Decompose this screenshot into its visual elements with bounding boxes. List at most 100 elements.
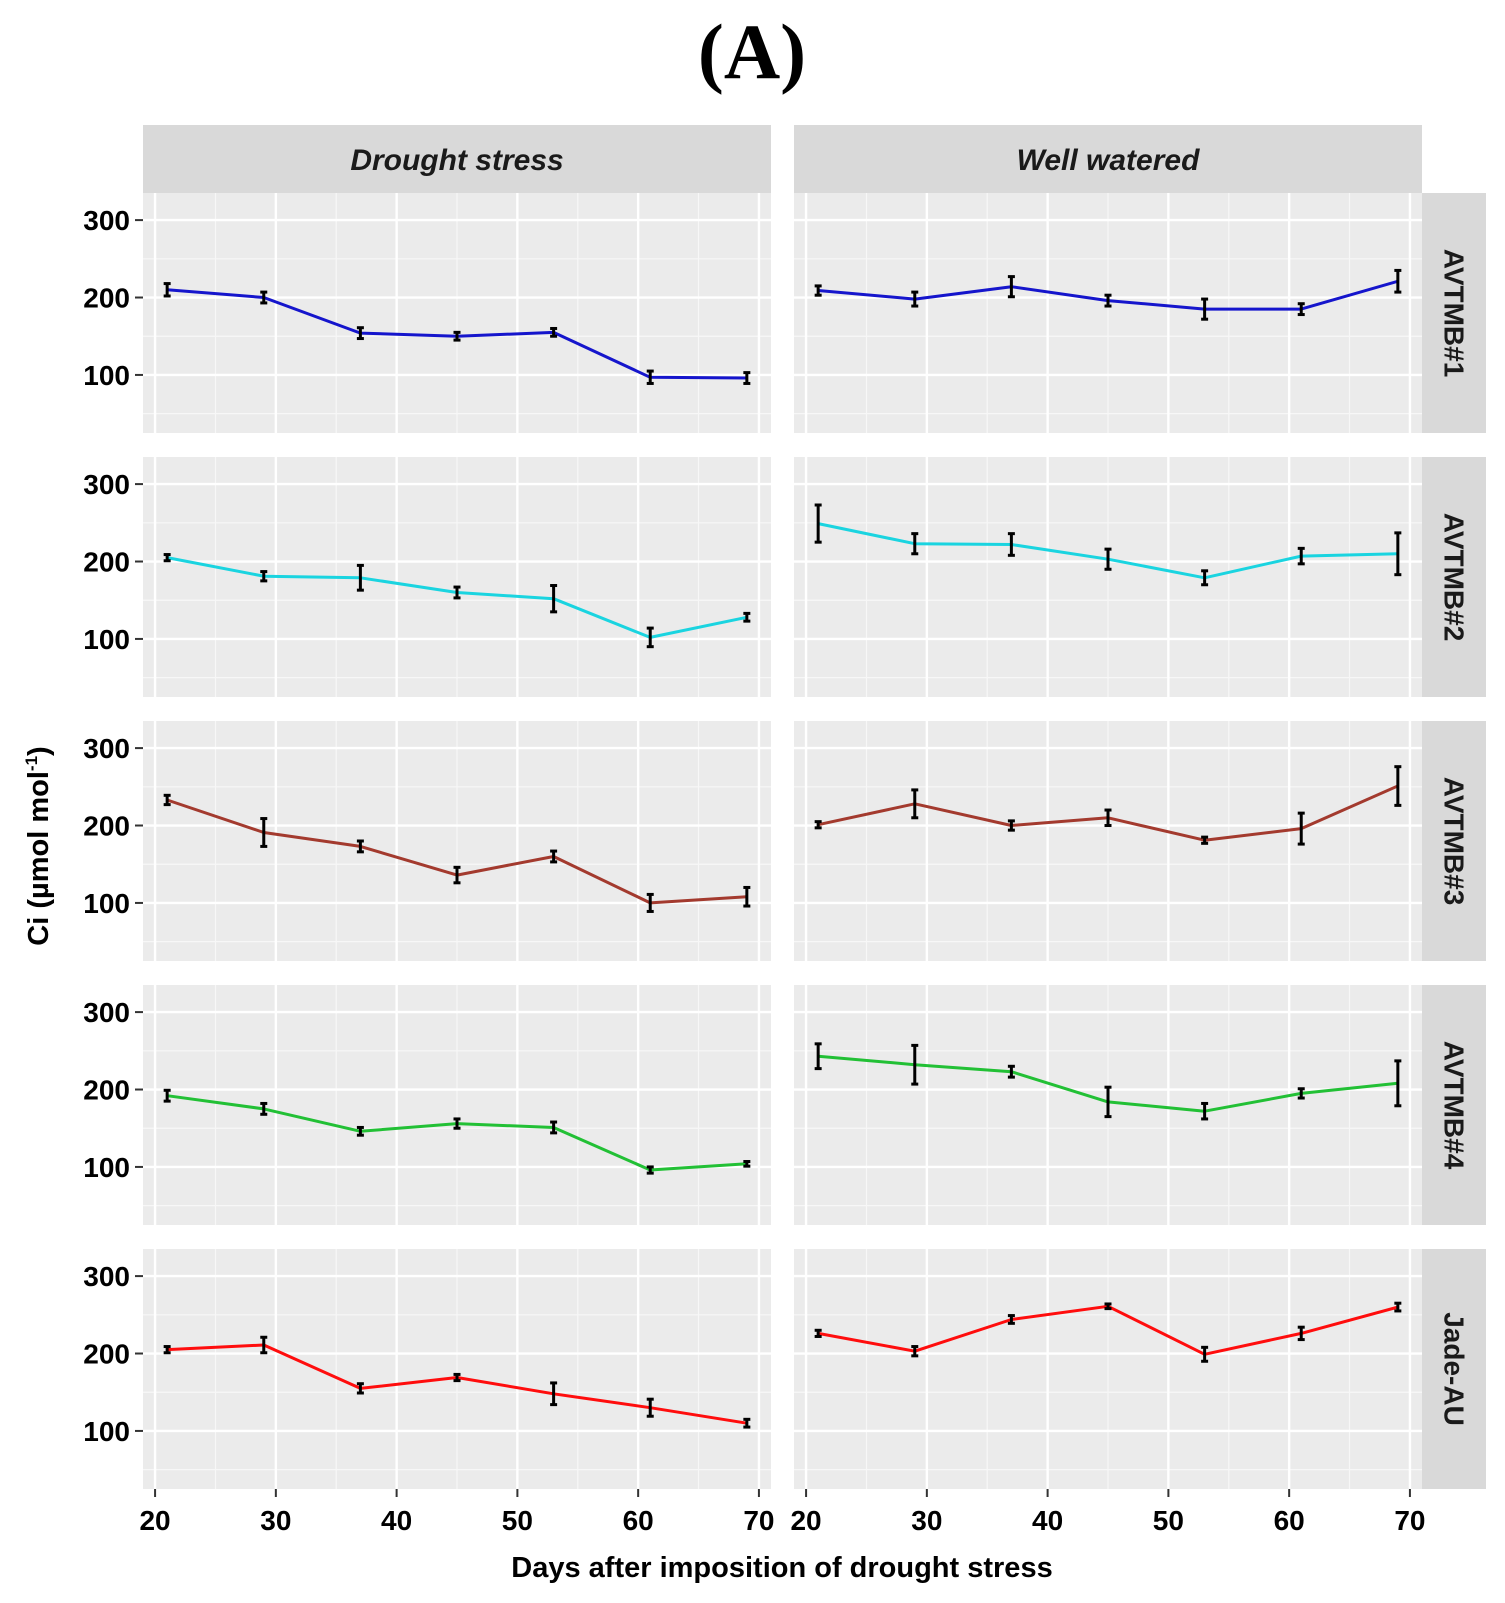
x-tick-label: 40 bbox=[1032, 1505, 1063, 1536]
x-axis-title: Days after imposition of drought stress bbox=[511, 1552, 1052, 1584]
row-label-avtmb-1: AVTMB#1 bbox=[1439, 249, 1470, 378]
error-bar bbox=[163, 1345, 171, 1355]
row-strip-avtmb-4 bbox=[1422, 985, 1486, 1225]
x-tick-label: 20 bbox=[139, 1505, 170, 1536]
error-bar bbox=[743, 1417, 751, 1429]
y-axis-title-main: Ci (µmol mol bbox=[23, 771, 55, 946]
error-bar bbox=[1104, 1085, 1112, 1119]
error-bar bbox=[1201, 569, 1209, 587]
x-tick-label: 30 bbox=[260, 1505, 291, 1536]
error-bar bbox=[646, 1165, 654, 1175]
error-bar bbox=[260, 570, 268, 583]
y-tick-label: 200 bbox=[83, 811, 130, 842]
x-tick-label: 60 bbox=[623, 1505, 654, 1536]
error-bar bbox=[646, 1397, 654, 1418]
error-bar bbox=[646, 892, 654, 913]
error-bar bbox=[1007, 819, 1015, 832]
x-tick-label: 20 bbox=[790, 1505, 821, 1536]
y-tick-label: 300 bbox=[83, 733, 130, 764]
y-tick-label: 300 bbox=[83, 205, 130, 236]
error-bar bbox=[453, 865, 461, 885]
row-label-avtmb-4: AVTMB#4 bbox=[1439, 1041, 1470, 1170]
x-tick-label: 30 bbox=[911, 1505, 942, 1536]
error-bar bbox=[163, 793, 171, 807]
error-bar bbox=[1201, 835, 1209, 845]
figure-panel-label: (A) bbox=[698, 8, 806, 95]
error-bar bbox=[743, 885, 751, 908]
facet-label-well-watered: Well watered bbox=[1017, 144, 1201, 177]
error-bar bbox=[260, 1101, 268, 1116]
error-bar bbox=[1007, 1314, 1015, 1325]
error-bar bbox=[911, 290, 919, 308]
error-bar bbox=[1297, 1087, 1305, 1100]
error-bar bbox=[743, 611, 751, 623]
error-bar bbox=[911, 1043, 919, 1086]
error-bar bbox=[1007, 532, 1015, 557]
error-bar bbox=[1007, 1064, 1015, 1079]
error-bar bbox=[1201, 1345, 1209, 1363]
error-bar bbox=[550, 849, 558, 864]
error-bar bbox=[163, 1088, 171, 1103]
y-tick-label: 200 bbox=[83, 547, 130, 578]
y-tick-label: 200 bbox=[83, 1339, 130, 1370]
x-tick-label: 70 bbox=[1394, 1505, 1425, 1536]
row-label-avtmb-2: AVTMB#2 bbox=[1439, 513, 1470, 642]
error-bar bbox=[1201, 297, 1209, 321]
error-bar bbox=[814, 503, 822, 544]
error-bar bbox=[814, 1042, 822, 1071]
row-strip-avtmb-1 bbox=[1422, 193, 1486, 433]
facet-strip-well-watered bbox=[794, 125, 1422, 193]
error-bar bbox=[1394, 1301, 1402, 1313]
plot-area: Drought stress Well watered AVTMB#1 100 200 3… bbox=[83, 125, 1486, 1536]
error-bar bbox=[1297, 811, 1305, 846]
error-bar bbox=[453, 1117, 461, 1130]
y-tick-label: 300 bbox=[83, 469, 130, 500]
error-bar bbox=[453, 330, 461, 342]
x-tick-label: 40 bbox=[381, 1505, 412, 1536]
x-tick-label: 70 bbox=[743, 1505, 774, 1536]
y-axis-title-superscript: -1 bbox=[22, 756, 41, 771]
error-bar bbox=[356, 839, 364, 854]
error-bar bbox=[1394, 268, 1402, 294]
error-bar bbox=[260, 817, 268, 848]
error-bar bbox=[356, 1125, 364, 1137]
error-bar bbox=[550, 584, 558, 614]
error-bar bbox=[1007, 275, 1015, 299]
row-label-jade-au: Jade-AU bbox=[1439, 1312, 1470, 1426]
error-bar bbox=[911, 532, 919, 556]
error-bar bbox=[646, 626, 654, 649]
y-axis-title-close: ) bbox=[23, 746, 55, 756]
error-bar bbox=[1394, 1059, 1402, 1108]
facet-label-drought-stress: Drought stress bbox=[350, 144, 563, 177]
y-tick-label: 100 bbox=[83, 624, 130, 655]
y-tick-label: 200 bbox=[83, 283, 130, 314]
y-tick-label: 100 bbox=[83, 360, 130, 391]
y-tick-label: 100 bbox=[83, 1416, 130, 1447]
error-bar bbox=[356, 326, 364, 341]
y-tick-label: 200 bbox=[83, 1075, 130, 1106]
error-bar bbox=[1297, 1325, 1305, 1342]
error-bar bbox=[1394, 765, 1402, 807]
error-bar bbox=[1104, 293, 1112, 308]
error-bar bbox=[1297, 302, 1305, 317]
x-tick-label: 50 bbox=[502, 1505, 533, 1536]
y-tick-label: 100 bbox=[83, 1152, 130, 1183]
facet-strip-drought-stress bbox=[143, 125, 771, 193]
row-strip-avtmb-2 bbox=[1422, 457, 1486, 697]
error-bar bbox=[550, 1381, 558, 1407]
error-bar bbox=[743, 371, 751, 385]
y-axis-title: Ci (µmol mol-1) bbox=[22, 746, 55, 945]
y-tick-label: 100 bbox=[83, 888, 130, 919]
x-tick-label: 50 bbox=[1153, 1505, 1184, 1536]
error-bar bbox=[911, 1345, 919, 1358]
error-bar bbox=[453, 585, 461, 600]
error-bar bbox=[1394, 531, 1402, 577]
error-bar bbox=[163, 282, 171, 298]
error-bar bbox=[453, 1372, 461, 1383]
error-bar bbox=[1104, 808, 1112, 828]
error-bar bbox=[550, 1120, 558, 1135]
error-bar bbox=[814, 1328, 822, 1338]
error-bar bbox=[1104, 1302, 1112, 1311]
error-bar bbox=[163, 553, 171, 563]
